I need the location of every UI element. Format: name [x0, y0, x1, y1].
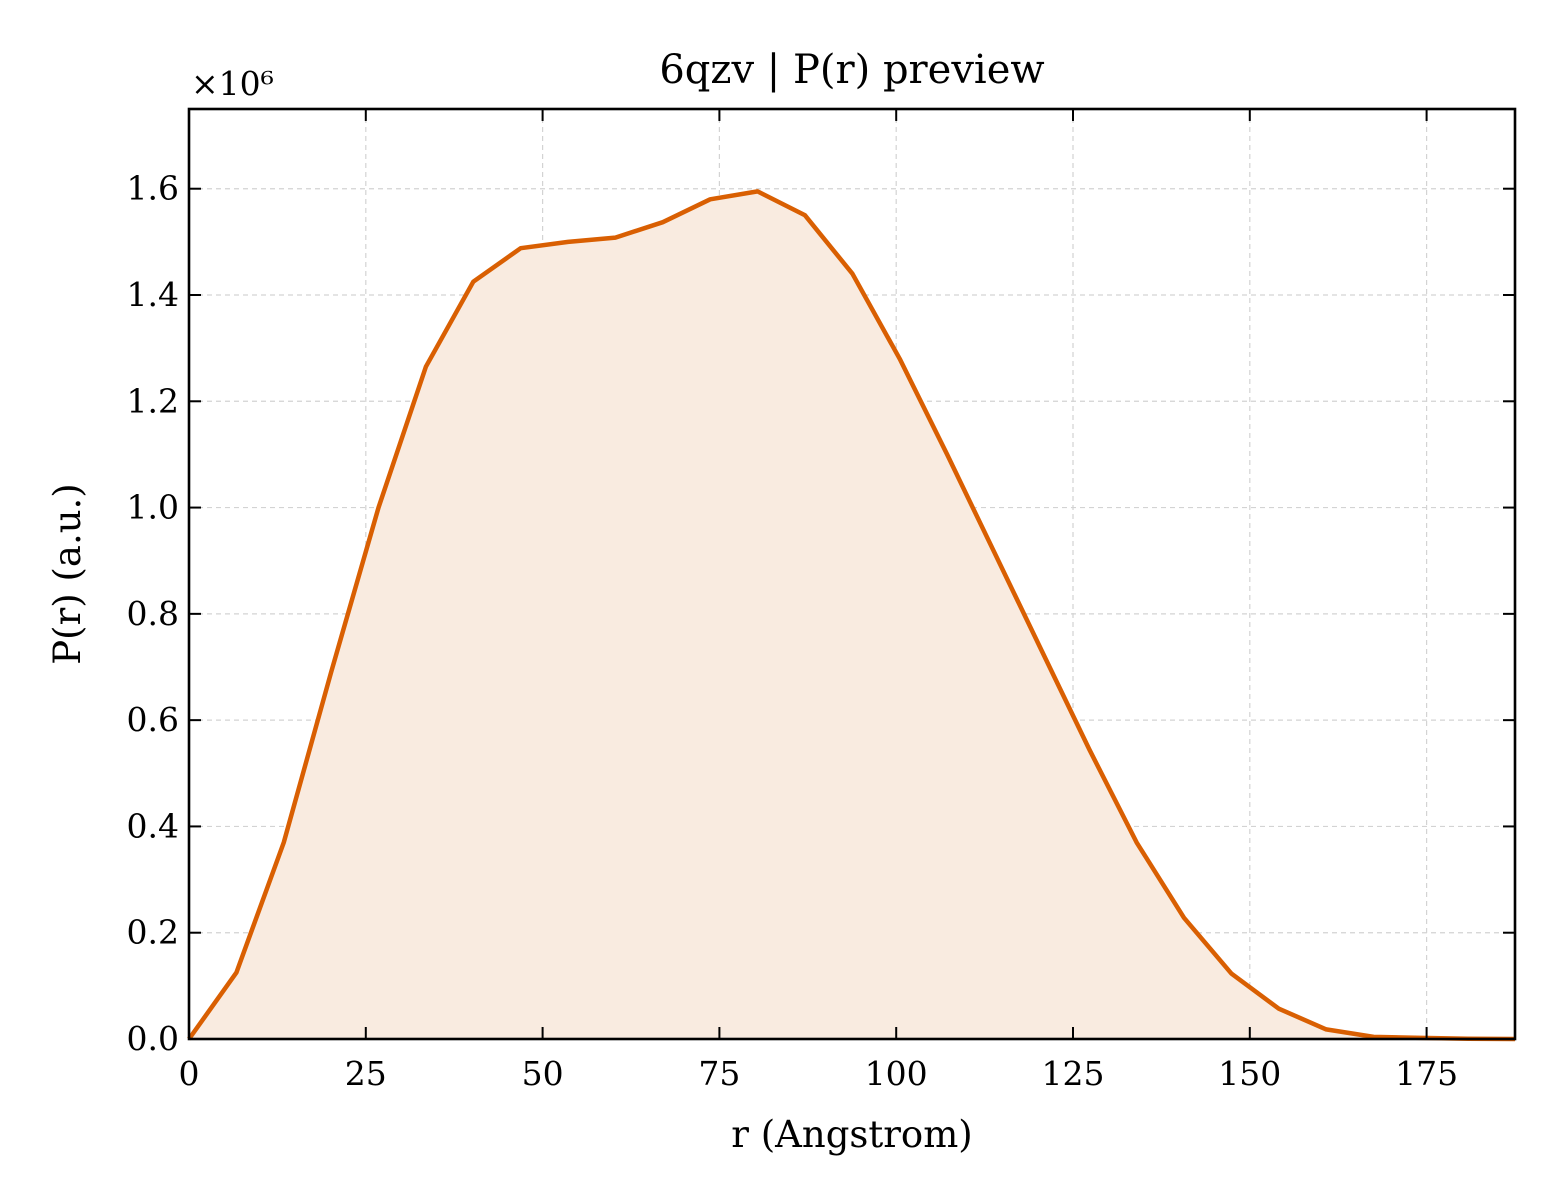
- x-tick-label: 125: [1042, 1054, 1105, 1093]
- x-tick-label: 25: [345, 1054, 387, 1093]
- x-axis-label: r (Angstrom): [731, 1113, 972, 1156]
- y-tick-label: 1.6: [127, 169, 179, 208]
- x-tick-label: 100: [865, 1054, 928, 1093]
- y-tick-label: 0.8: [127, 594, 179, 633]
- y-tick-label: 1.2: [127, 381, 179, 420]
- y-scale-multiplier: ×10⁶: [191, 64, 274, 103]
- x-tick-label: 75: [698, 1054, 740, 1093]
- y-tick-label: 0.0: [127, 1019, 179, 1058]
- series-line: [187, 189, 1516, 1042]
- series-area-fill: [189, 191, 1515, 1039]
- x-tick-label: 50: [522, 1054, 564, 1093]
- y-tick-label: 1.0: [127, 488, 179, 527]
- plot-frame: [187, 107, 1517, 1041]
- y-axis-label: P(r) (a.u.): [46, 483, 89, 665]
- y-tick-label: 0.2: [127, 913, 179, 952]
- x-tick-label: 0: [179, 1054, 200, 1093]
- y-tick-label: 0.4: [127, 806, 179, 845]
- y-tick-label: 1.4: [127, 275, 179, 314]
- chart-title: 6qzv | P(r) preview: [659, 47, 1044, 93]
- x-tick-label: 175: [1395, 1054, 1458, 1093]
- x-tick-label: 150: [1218, 1054, 1281, 1093]
- y-tick-label: 0.6: [127, 700, 179, 739]
